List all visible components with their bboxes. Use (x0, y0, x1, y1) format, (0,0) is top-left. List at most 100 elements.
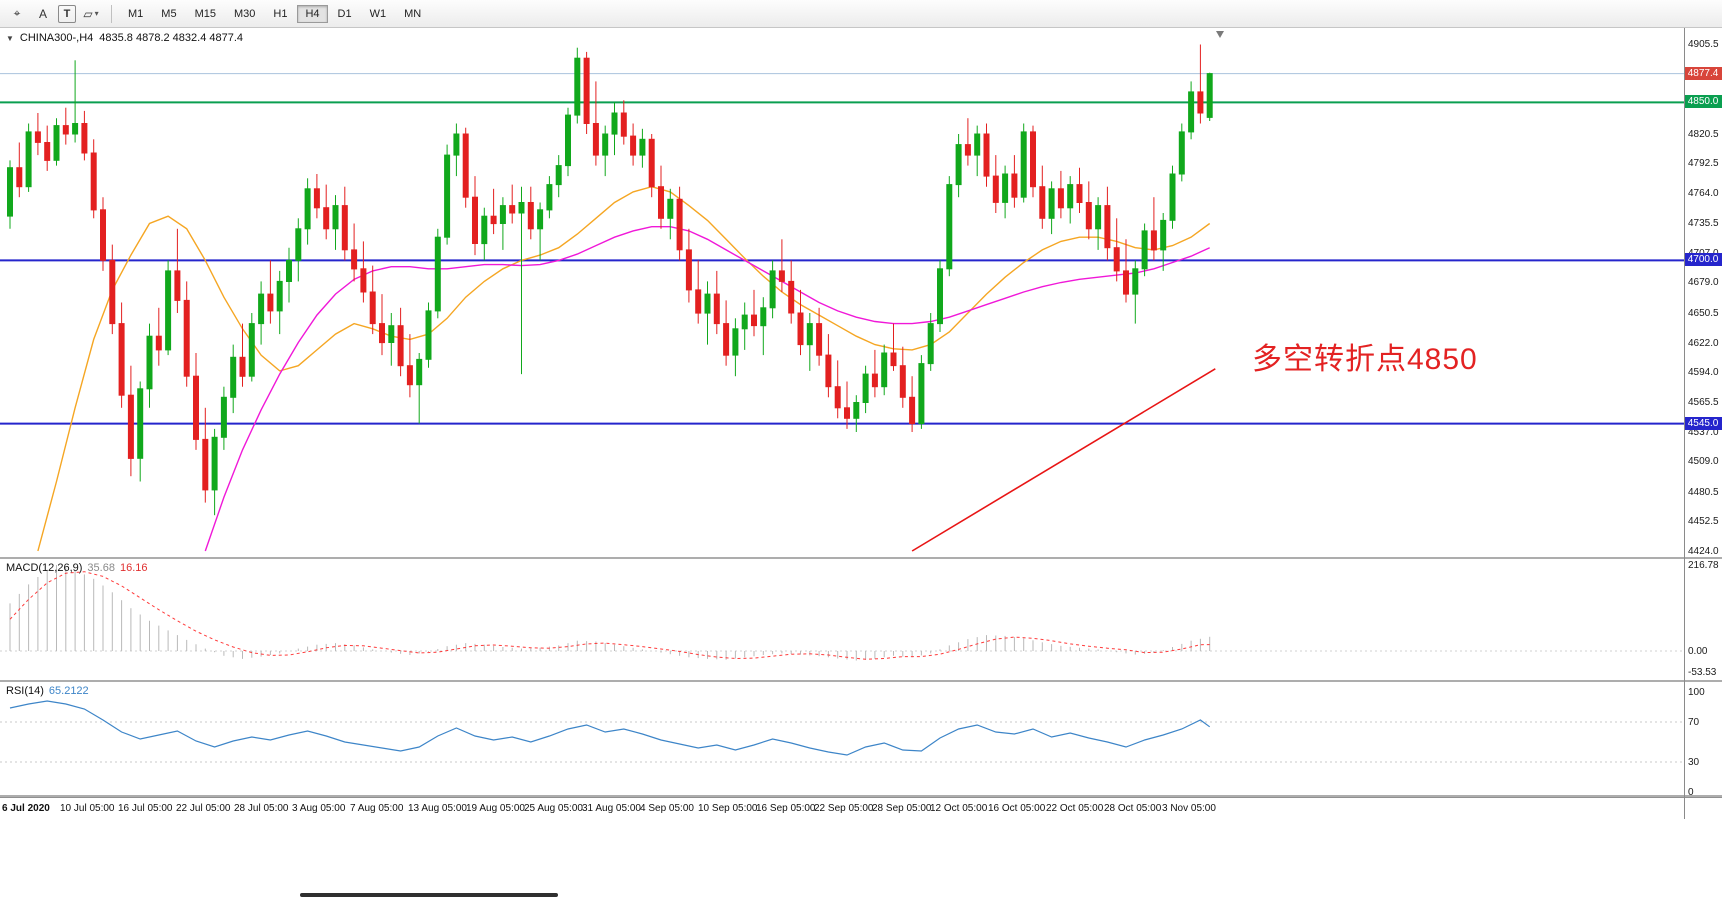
chart-collapse-icon[interactable]: ▼ (6, 33, 14, 43)
macd-label: MACD(12,26,9) 35.68 16.16 (6, 562, 147, 574)
timeframe-m30-button[interactable]: M30 (233, 7, 256, 20)
shapes-tool-button[interactable]: ▱ ▾ (83, 6, 99, 21)
chart-area: ▼ CHINA300-,H4 4835.8 4878.2 4832.4 4877… (0, 28, 1722, 899)
price-axis-label: 4424.0 (1688, 546, 1719, 557)
chart-ohlc-values: 4835.8 4878.2 4832.4 4877.4 (99, 32, 244, 44)
ma-orange-line (37, 185, 1211, 552)
time-axis-label: 22 Sep 05:00 (814, 803, 874, 814)
timeframe-d1-button[interactable]: D1 (337, 7, 352, 20)
price-axis-label: 4764.0 (1688, 187, 1719, 199)
timeframe-group: M1 M5 M15 M30 H1 H4 D1 W1 MN (119, 4, 430, 23)
chart-title: ▼ CHINA300-,H4 4835.8 4878.2 4832.4 4877… (6, 32, 243, 44)
axis-border (1684, 28, 1685, 819)
crosshair-tool-button[interactable]: ⌖ (13, 6, 21, 20)
toolbar: ⌖ A T ▱ ▾ M1 M5 M15 M30 H1 H4 D1 W1 MN (0, 0, 1722, 28)
candles-series (7, 44, 1213, 516)
panel-divider[interactable] (0, 680, 1722, 682)
price-axis-label: 4735.5 (1688, 218, 1719, 229)
text-label-tool-button[interactable]: T (58, 4, 76, 23)
price-axis-label: 4509.0 (1688, 456, 1719, 468)
price-badge: 4877.4 (1684, 66, 1722, 80)
chart-text-annotation[interactable]: 多空转折点4850 (1252, 343, 1478, 376)
price-axis-label: 4622.0 (1688, 337, 1719, 349)
time-axis-label: 4 Sep 05:00 (640, 803, 694, 814)
time-axis-label: 7 Aug 05:00 (350, 803, 404, 814)
ma-magenta-line (204, 225, 1210, 552)
time-axis-label: 31 Aug 05:00 (582, 803, 641, 814)
macd-signal-value: 16.16 (119, 562, 148, 574)
price-axis-label: 4650.5 (1688, 307, 1719, 319)
price-axis-label: 4905.5 (1688, 39, 1719, 50)
macd-panel: MACD(12,26,9) 35.68 16.16 216.78 0.00 -53.… (0, 559, 1722, 680)
time-axis-label: 13 Aug 05:00 (408, 803, 467, 814)
time-axis-label: 22 Oct 05:00 (1046, 803, 1104, 814)
panel-divider[interactable] (0, 557, 1722, 559)
rsi-canvas[interactable] (0, 682, 1684, 795)
price-badge: 4850.0 (1684, 95, 1722, 109)
rsi-line (9, 700, 1211, 756)
price-badge: 4700.0 (1684, 253, 1722, 267)
time-axis-label: 12 Oct 05:00 (930, 803, 988, 814)
price-axis-label: 4792.5 (1688, 157, 1719, 169)
timeframe-h1-button[interactable]: H1 (273, 7, 288, 20)
price-axis[interactable]: 4905.54820.54792.54764.04735.54707.04679… (1684, 28, 1722, 557)
macd-axis[interactable]: 216.78 0.00 -53.53 (1684, 559, 1722, 680)
timeframe-m5-button[interactable]: M5 (161, 7, 177, 20)
macd-canvas[interactable] (0, 559, 1684, 680)
time-axis-label: 16 Sep 05:00 (756, 803, 816, 814)
price-axis-label: 4480.5 (1688, 486, 1719, 498)
macd-signal-line (9, 571, 1210, 660)
rsi-axis[interactable]: 100 70 30 0 (1684, 682, 1722, 795)
macd-name: MACD(12,26,9) (6, 562, 83, 574)
time-axis-label: 22 Jul 05:00 (176, 803, 231, 814)
timeframe-m15-button[interactable]: M15 (194, 7, 216, 20)
price-axis-label: 4820.5 (1688, 128, 1719, 140)
time-axis[interactable]: 6 Jul 2020 10 Jul 05:00 16 Jul 05:00 22 Jul… (0, 797, 1722, 820)
chart-shift-marker-icon (1216, 31, 1224, 38)
rsi-label: RSI(14) 65.2122 (6, 685, 89, 697)
macd-main-value: 35.68 (87, 562, 115, 574)
timeframe-mn-button[interactable]: MN (404, 7, 422, 20)
price-axis-label: 4594.0 (1688, 366, 1719, 378)
rsi-axis-label: 70 (1688, 717, 1700, 728)
rsi-name: RSI(14) (6, 685, 44, 697)
time-axis-label: 28 Jul 05:00 (234, 803, 289, 814)
time-axis-label: 25 Aug 05:00 (524, 803, 583, 814)
macd-histogram (9, 565, 1211, 661)
price-badge: 4545.0 (1684, 416, 1722, 430)
price-axis-label: 4565.5 (1688, 397, 1719, 408)
panel-divider[interactable] (0, 795, 1722, 797)
time-axis-label: 19 Aug 05:00 (466, 803, 525, 814)
time-axis-label: 16 Jul 05:00 (118, 803, 173, 814)
rsi-axis-label: 0 (1688, 787, 1694, 795)
horizontal-scrollbar (0, 892, 1722, 898)
time-axis-label: 28 Oct 05:00 (1104, 803, 1162, 814)
drawing-tools-group: ⌖ A T ▱ ▾ (4, 3, 104, 25)
price-axis-label: 4537.0 (1688, 427, 1719, 438)
main-chart-canvas[interactable] (0, 28, 1684, 557)
macd-axis-label: 0.00 (1688, 646, 1708, 657)
timeframe-w1-button[interactable]: W1 (369, 7, 387, 20)
rsi-axis-label: 30 (1688, 757, 1700, 768)
time-axis-label: 6 Jul 2020 (2, 803, 50, 814)
rsi-panel: RSI(14) 65.2122 100 70 30 0 (0, 682, 1722, 795)
timeframe-m1-button[interactable]: M1 (128, 7, 144, 20)
time-axis-label: 10 Jul 05:00 (60, 803, 115, 814)
trendline[interactable] (911, 368, 1216, 552)
macd-axis-label: 216.78 (1688, 559, 1719, 571)
text-tool-button[interactable]: A (38, 6, 47, 21)
main-chart-panel: ▼ CHINA300-,H4 4835.8 4878.2 4832.4 4877… (0, 28, 1722, 557)
timeframe-h4-button[interactable]: H4 (297, 4, 328, 23)
chart-symbol-label: CHINA300-,H4 (19, 32, 94, 44)
rsi-value: 65.2122 (48, 685, 89, 697)
time-axis-label: 3 Nov 05:00 (1162, 803, 1216, 814)
macd-axis-label: -53.53 (1688, 667, 1717, 679)
scrollbar-thumb[interactable] (300, 893, 558, 897)
time-axis-label: 10 Sep 05:00 (698, 803, 758, 814)
time-axis-label: 28 Sep 05:00 (872, 803, 932, 814)
toolbar-separator (111, 4, 112, 23)
rsi-axis-label: 100 (1688, 687, 1705, 698)
chevron-down-icon: ▾ (94, 9, 99, 18)
time-axis-label: 3 Aug 05:00 (292, 803, 346, 814)
